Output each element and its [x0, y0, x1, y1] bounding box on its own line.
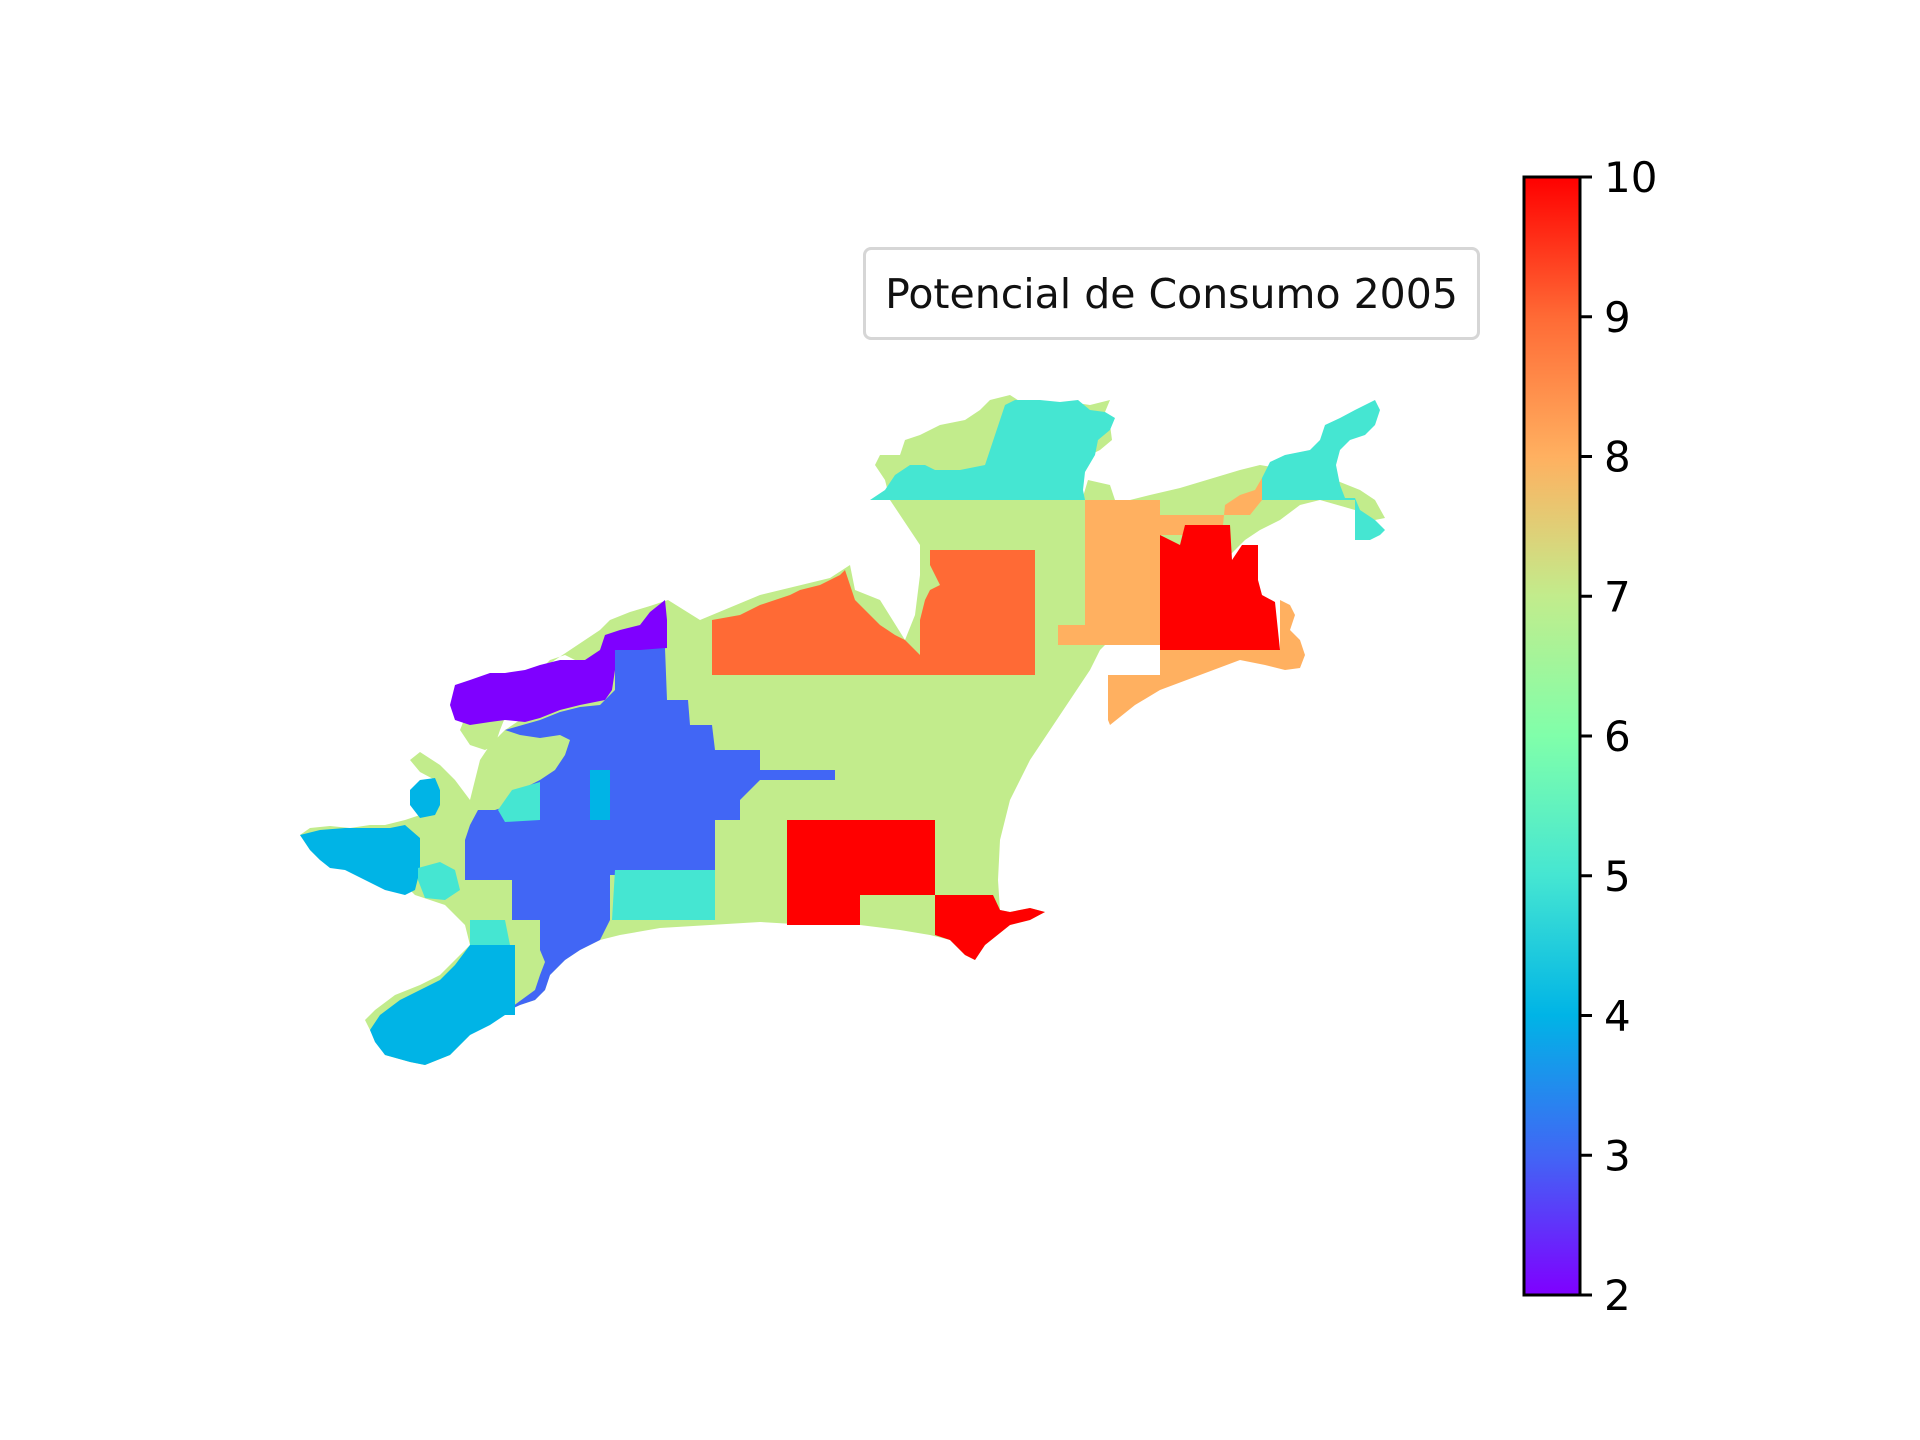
colorbar-gradient [1522, 175, 1582, 1297]
map-region-southwest-tip-3 [410, 778, 440, 818]
colorbar-tick-label: 8 [1604, 433, 1631, 482]
map-region-southern-block [787, 820, 935, 925]
colorbar-tick-label: 6 [1604, 712, 1631, 761]
map-region-east-block [1058, 478, 1305, 725]
colorbar-tick-label: 4 [1604, 992, 1631, 1041]
map-region-northwest-strip [450, 600, 667, 725]
map-region-teal-south [470, 920, 510, 945]
map-region-teal-mid [498, 782, 540, 822]
map-region-northeast-top-2 [1262, 400, 1385, 540]
colorbar-tick-label: 10 [1604, 153, 1657, 202]
colorbar-ticks: 2 3 4 5 6 7 8 9 10 [1580, 153, 1657, 1320]
map-region-teal-block [612, 870, 715, 920]
colorbar-tick-label: 3 [1604, 1131, 1631, 1180]
map-region-southwest-tip [300, 825, 420, 895]
map-region-northeast-top [870, 400, 1115, 500]
map-region-southwest-tip-2 [370, 945, 515, 1065]
map-region-north-central-block [712, 550, 1035, 675]
colorbar-tick-label: 9 [1604, 293, 1631, 342]
map-legend: Potencial de Consumo 2005 [863, 247, 1480, 340]
legend-label: Potencial de Consumo 2005 [885, 269, 1458, 318]
map-region-northeast-block [1160, 525, 1280, 650]
map-region-southern-tip [935, 895, 1045, 960]
map-region-southwest-tip-4 [590, 770, 610, 820]
map-region-western-core [465, 648, 835, 1012]
colorbar-tick-label: 7 [1604, 572, 1631, 621]
colorbar-tick-label: 2 [1604, 1271, 1631, 1320]
colorbar-tick-label: 5 [1604, 852, 1631, 901]
map-region-teal-small [418, 862, 460, 900]
